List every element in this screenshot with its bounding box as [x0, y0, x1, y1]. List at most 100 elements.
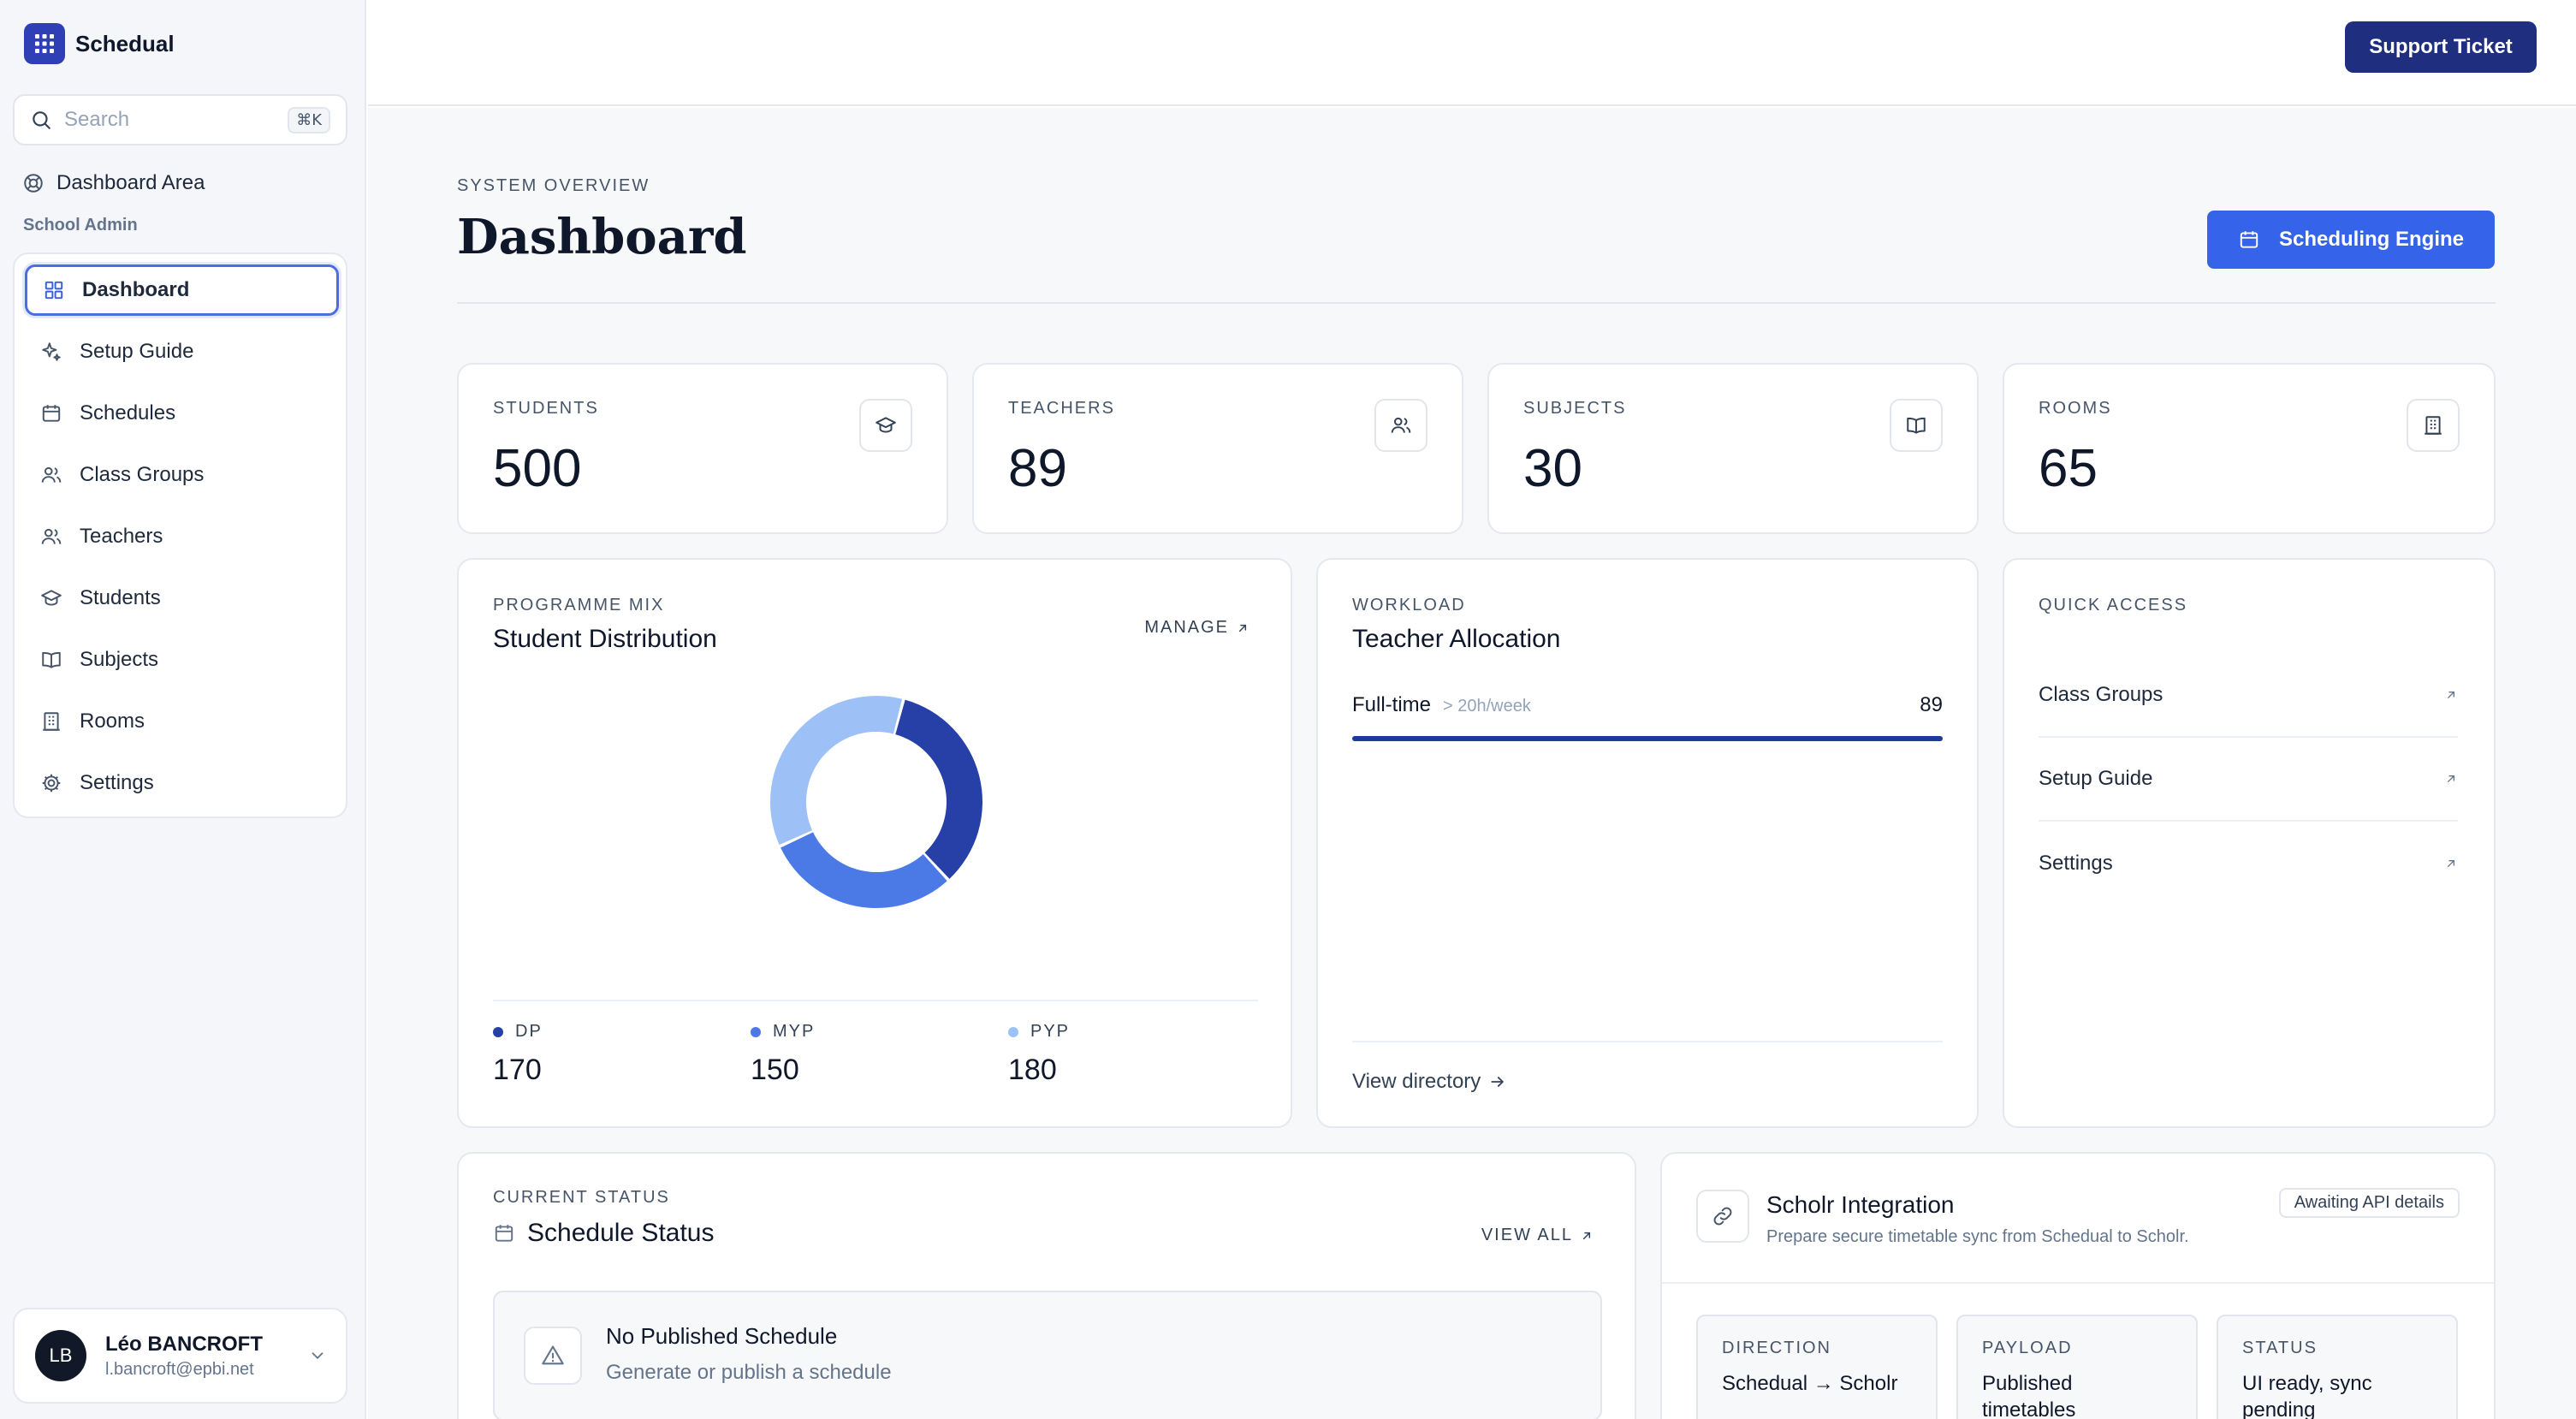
arrow-up-right-icon — [1236, 621, 1249, 635]
arrow-up-right-icon — [2444, 772, 2458, 786]
integration-title: Scholr Integration — [1766, 1191, 1955, 1218]
allocation-row: Full-time > 20h/week 89 — [1352, 693, 1943, 717]
app-logo-icon — [24, 23, 65, 64]
graduation-cap-icon — [859, 399, 912, 452]
tile-label: PAYLOAD — [1982, 1339, 2073, 1357]
search-input[interactable]: Search ⌘K — [13, 94, 347, 145]
allocation-label: Full-time — [1352, 693, 1432, 716]
view-directory-link[interactable]: View directory — [1352, 1070, 1506, 1094]
sidebar-item-settings[interactable]: Settings — [25, 757, 339, 809]
alert-triangle-icon — [524, 1327, 582, 1385]
sidebar-item-label: Students — [80, 586, 161, 609]
sidebar-item-rooms[interactable]: Rooms — [25, 696, 339, 747]
quick-access-class-groups[interactable]: Class Groups — [2039, 654, 2458, 738]
building-icon — [2407, 399, 2460, 452]
donut-slice-dp[interactable] — [895, 699, 982, 879]
allocation-progress-fill — [1352, 736, 1943, 741]
donut-slice-myp[interactable] — [781, 832, 947, 908]
teacher-allocation-card: WORKLOAD Teacher Allocation Full-time > … — [1316, 558, 1979, 1128]
legend-item-dp: DP 170 — [493, 1022, 543, 1087]
users-icon — [40, 464, 62, 486]
section-label: School Admin — [23, 216, 138, 235]
quick-access-setup-guide[interactable]: Setup Guide — [2039, 738, 2458, 822]
stat-card-subjects[interactable]: SUBJECTS 30 — [1487, 363, 1979, 534]
arrow-up-right-icon — [1580, 1229, 1594, 1243]
stat-value: 89 — [1008, 439, 1067, 498]
sidebar-item-schedules[interactable]: Schedules — [25, 388, 339, 439]
quick-access-card: QUICK ACCESS Class Groups Setup Guide Se… — [2003, 558, 2496, 1128]
search-icon — [30, 109, 52, 131]
sidebar-item-label: Teachers — [80, 525, 163, 548]
quick-access-label: Settings — [2039, 852, 2113, 875]
quick-access-settings[interactable]: Settings — [2039, 822, 2458, 905]
sidebar-item-label: Subjects — [80, 648, 159, 671]
stat-card-students[interactable]: STUDENTS 500 — [457, 363, 948, 534]
card-title: Schedule Status — [527, 1219, 715, 1247]
sidebar: Schedual Search ⌘K Dashboard Area School… — [0, 0, 366, 1419]
sidebar-item-dashboard[interactable]: Dashboard — [25, 264, 339, 316]
legend-item-myp: MYP 150 — [751, 1022, 815, 1087]
scheduling-engine-button[interactable]: Scheduling Engine — [2207, 211, 2495, 269]
area-label: Dashboard Area — [56, 171, 205, 194]
view-all-link[interactable]: VIEW ALL — [1481, 1226, 1600, 1245]
calendar-icon — [2238, 229, 2260, 251]
tile-label: STATUS — [2242, 1339, 2318, 1357]
legend-dot — [493, 1026, 503, 1037]
legend-item-pyp: PYP 180 — [1008, 1022, 1070, 1087]
chevron-down-icon — [308, 1346, 327, 1365]
grid-icon — [43, 279, 65, 301]
quick-access-label: Class Groups — [2039, 683, 2163, 706]
card-title: Teacher Allocation — [1352, 625, 1561, 653]
view-directory-label: View directory — [1352, 1070, 1481, 1093]
link-icon — [1696, 1190, 1749, 1243]
sidebar-item-setup-guide[interactable]: Setup Guide — [25, 326, 339, 377]
card-divider — [1352, 1041, 1943, 1042]
view-all-label: VIEW ALL — [1481, 1226, 1573, 1244]
legend-dot — [1008, 1026, 1018, 1037]
legend-dot — [751, 1026, 761, 1037]
lifebuoy-icon — [22, 172, 45, 194]
support-ticket-button[interactable]: Support Ticket — [2345, 21, 2537, 73]
integration-tile-direction: DIRECTION Schedual → Scholr — [1696, 1315, 1938, 1419]
page-eyebrow: SYSTEM OVERVIEW — [457, 176, 650, 195]
allocation-progress-track — [1352, 736, 1943, 741]
stat-label: SUBJECTS — [1523, 399, 1627, 418]
empty-schedule-panel: No Published Schedule Generate or publis… — [493, 1291, 1602, 1419]
sidebar-item-class-groups[interactable]: Class Groups — [25, 449, 339, 501]
sidebar-item-label: Schedules — [80, 401, 176, 425]
graduation-cap-icon — [40, 587, 62, 609]
topbar: Support Ticket — [368, 0, 2576, 106]
quick-access-label: Setup Guide — [2039, 767, 2153, 790]
card-title: Student Distribution — [493, 625, 717, 653]
stat-value: 30 — [1523, 439, 1582, 498]
integration-desc: Prepare secure timetable sync from Sched… — [1766, 1227, 2189, 1246]
legend-value: 180 — [1008, 1054, 1057, 1086]
stat-card-rooms[interactable]: ROOMS 65 — [2003, 363, 2496, 534]
book-icon — [40, 649, 62, 671]
sidebar-item-label: Rooms — [80, 710, 145, 733]
schedule-status-card: CURRENT STATUS Schedule Status VIEW ALL … — [457, 1152, 1636, 1419]
sidebar-item-students[interactable]: Students — [25, 573, 339, 624]
legend-divider — [493, 1000, 1258, 1001]
area-switcher[interactable]: Dashboard Area — [22, 171, 205, 195]
brand[interactable]: Schedual — [24, 23, 175, 64]
sidebar-item-subjects[interactable]: Subjects — [25, 634, 339, 686]
allocation-value: 89 — [1920, 693, 1943, 716]
search-shortcut: ⌘K — [288, 106, 330, 134]
calendar-icon — [40, 402, 62, 425]
integration-tile-status: STATUS UI ready, sync pending — [2217, 1315, 2458, 1419]
tile-value: UI ready, sync pending — [2242, 1372, 2372, 1419]
sidebar-item-teachers[interactable]: Teachers — [25, 511, 339, 562]
stat-card-teachers[interactable]: TEACHERS 89 — [972, 363, 1463, 534]
scheduling-engine-label: Scheduling Engine — [2278, 228, 2464, 251]
integration-tile-payload: PAYLOAD Published timetables — [1956, 1315, 2198, 1419]
search-placeholder: Search — [64, 108, 130, 131]
gear-icon — [40, 772, 62, 794]
manage-link[interactable]: MANAGE — [1144, 618, 1256, 638]
sparkle-icon — [40, 341, 62, 363]
donut-slice-pyp[interactable] — [770, 696, 903, 846]
sidebar-nav: Dashboard Setup Guide Schedules Class Gr… — [13, 252, 347, 818]
card-eyebrow: WORKLOAD — [1352, 596, 1466, 615]
user-menu[interactable]: LB Léo BANCROFT l.bancroft@epbi.net — [13, 1308, 347, 1404]
avatar: LB — [35, 1330, 86, 1381]
